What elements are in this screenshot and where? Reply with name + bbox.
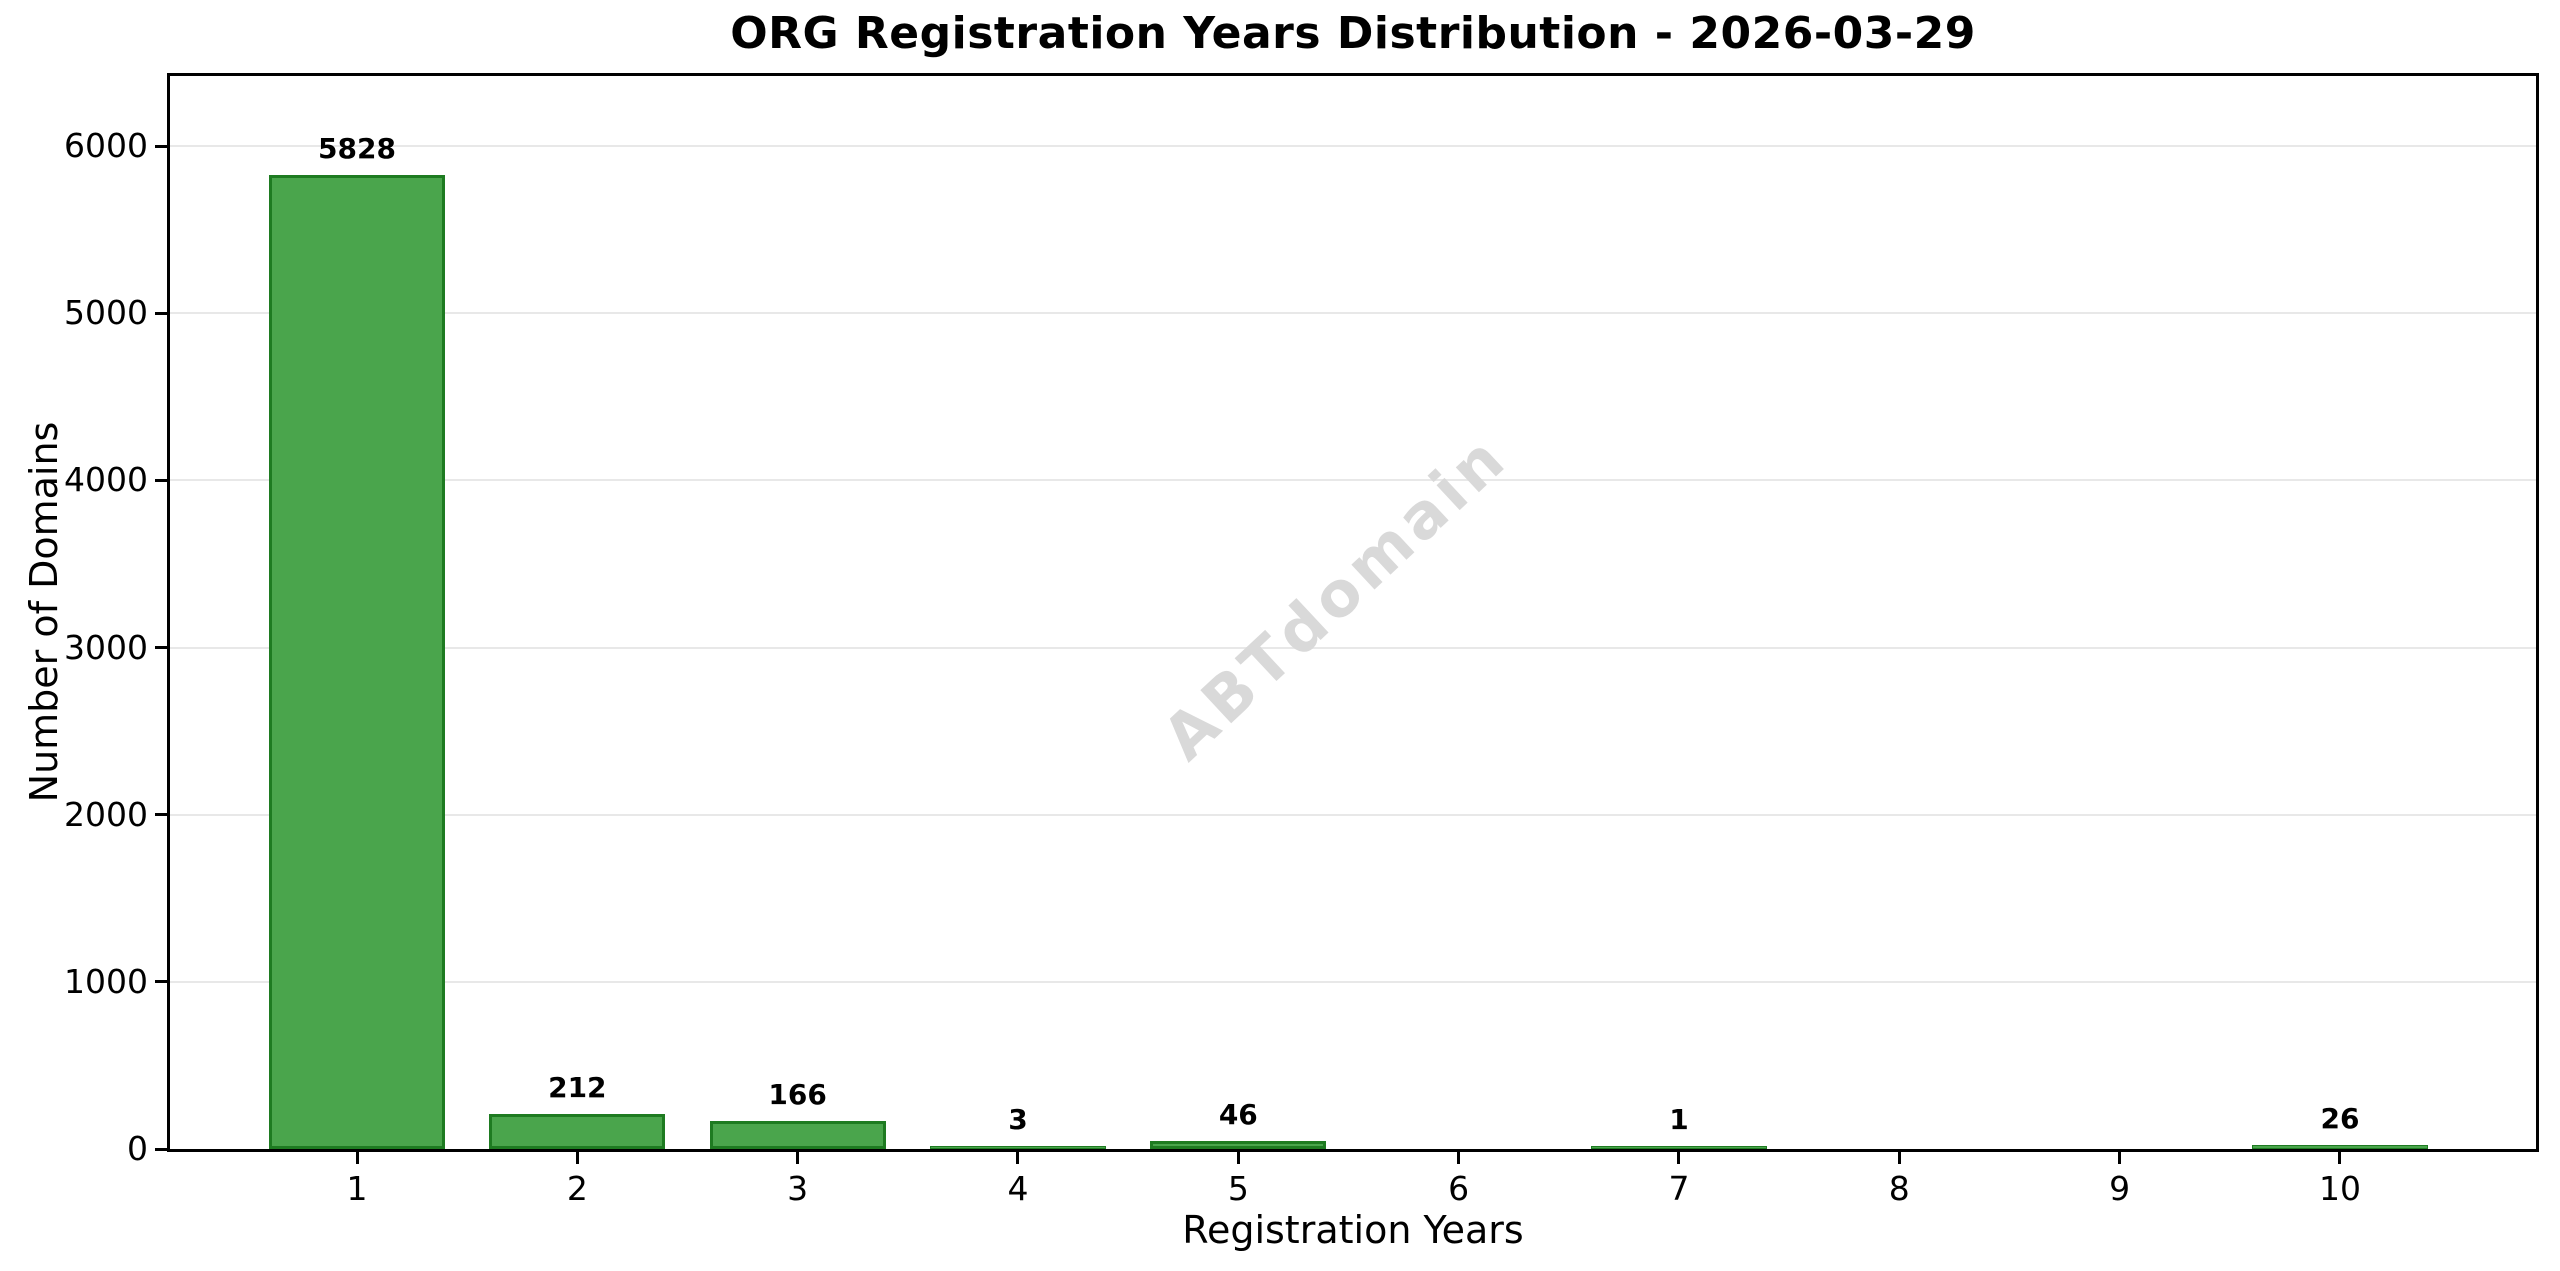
plot-area: 0 1000 2000 3000 4000 5000 6000 5828 1 212 2 166 3 3 4… xyxy=(64,73,2539,1208)
x-tick-mark xyxy=(355,1152,359,1164)
x-tick-label: 4 xyxy=(1007,1169,1029,1208)
y-tick-label: 6000 xyxy=(64,126,148,166)
x-tick-mark xyxy=(2118,1152,2122,1164)
x-tick-label: 7 xyxy=(1668,1169,1690,1208)
x-tick-mark xyxy=(1677,1152,1681,1164)
bar xyxy=(929,1146,1106,1149)
bar-value-label: 5828 xyxy=(318,132,396,165)
bar xyxy=(489,1114,666,1149)
x-tick-label: 8 xyxy=(1888,1169,1910,1208)
y-gridline xyxy=(170,145,2536,148)
x-tick-mark xyxy=(1236,1152,1240,1164)
y-gridline xyxy=(170,813,2536,816)
y-tick-label: 5000 xyxy=(64,293,148,333)
x-tick-label: 10 xyxy=(2318,1169,2361,1208)
bar xyxy=(2251,1145,2428,1149)
x-tick-mark xyxy=(2338,1152,2342,1164)
x-tick-mark xyxy=(575,1152,579,1164)
y-tick-mark xyxy=(155,980,167,984)
bar xyxy=(269,175,445,1149)
bar xyxy=(1590,1146,1767,1149)
x-tick-label: 2 xyxy=(566,1169,588,1208)
x-tick-mark xyxy=(1897,1152,1901,1164)
bar-value-label: 46 xyxy=(1218,1098,1258,1131)
y-tick-mark xyxy=(155,144,167,148)
x-tick-mark xyxy=(1016,1152,1020,1164)
x-tick-label: 5 xyxy=(1227,1169,1249,1208)
x-tick-mark xyxy=(796,1152,800,1164)
y-tick-label: 1000 xyxy=(64,961,148,1001)
y-tick-label: 0 xyxy=(127,1129,148,1168)
bar-value-label: 3 xyxy=(1008,1103,1028,1136)
y-tick-mark xyxy=(155,813,167,817)
y-gridline xyxy=(170,479,2536,482)
y-gridline xyxy=(170,980,2536,983)
y-tick-mark xyxy=(155,1147,167,1151)
bar-value-label: 212 xyxy=(548,1071,607,1104)
y-tick-label: 2000 xyxy=(64,794,148,834)
y-tick-label: 4000 xyxy=(64,460,148,500)
y-gridline xyxy=(170,646,2536,649)
y-tick-label: 3000 xyxy=(64,627,148,667)
y-gridline xyxy=(170,312,2536,315)
x-tick-label: 3 xyxy=(787,1169,809,1208)
y-tick-mark xyxy=(155,311,167,315)
x-tick-label: 6 xyxy=(1448,1169,1470,1208)
bar xyxy=(1150,1141,1327,1149)
chart-title: ORG Registration Years Distribution - 20… xyxy=(730,8,1976,59)
x-axis-label: Registration Years xyxy=(1182,1208,1524,1252)
x-tick-label: 1 xyxy=(346,1169,368,1208)
y-tick-mark xyxy=(155,478,167,482)
x-tick-mark xyxy=(1457,1152,1461,1164)
bar-value-label: 26 xyxy=(2320,1102,2360,1135)
bar xyxy=(709,1121,886,1149)
bar-value-label: 166 xyxy=(768,1078,827,1111)
y-tick-mark xyxy=(155,646,167,650)
x-tick-label: 9 xyxy=(2109,1169,2131,1208)
bar-value-label: 1 xyxy=(1669,1103,1689,1136)
